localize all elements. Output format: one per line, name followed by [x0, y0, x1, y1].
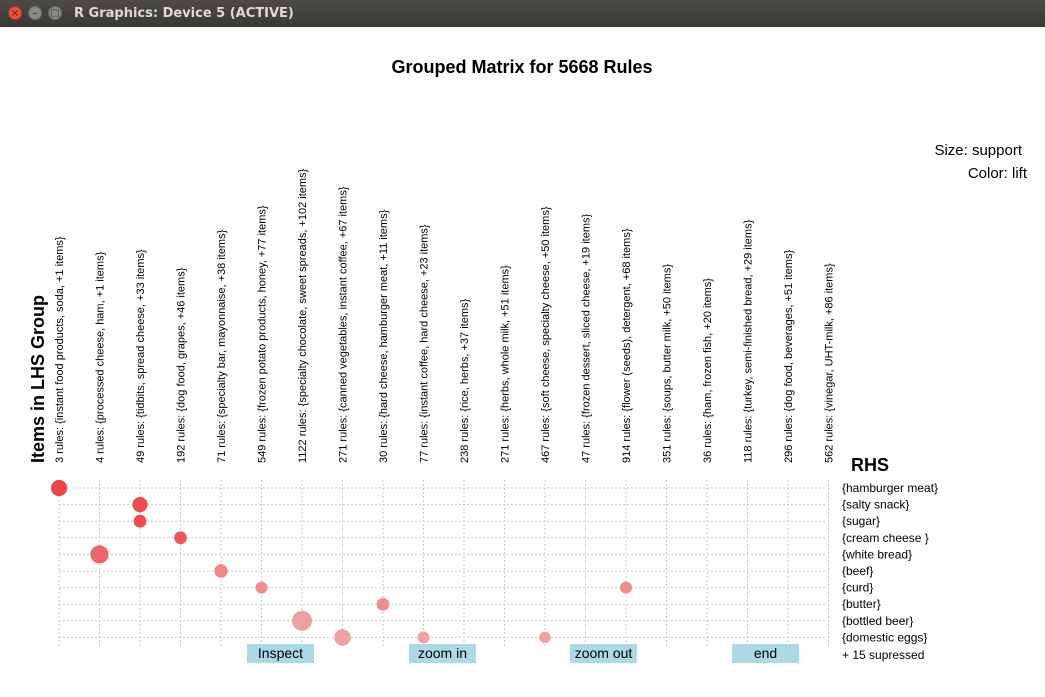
lhs-group-label: 467 rules: {soft cheese, specialty chees…: [540, 206, 552, 463]
y-axis-title: RHS: [851, 455, 889, 475]
lhs-group-label: 351 rules: {soups, butter milk, +50 item…: [662, 264, 674, 463]
lhs-group-label: 271 rules: {herbs, whole milk, +51 items…: [500, 265, 512, 463]
lhs-group-label: 238 rules: {rice, herbs, +37 items}: [459, 299, 471, 463]
lhs-group-label: 1122 rules: {specialty chocolate, sweet …: [297, 168, 309, 463]
rule-point: [619, 581, 633, 594]
lhs-group-label: 30 rules: {hard cheese, hamburger meat, …: [378, 209, 390, 463]
lhs-group-label: 549 rules: {frozen potato products, hone…: [257, 205, 269, 463]
rule-point: [539, 631, 551, 644]
rhs-labels: {hamburger meat} {salty snack} {sugar} {cre…: [842, 481, 938, 644]
points: [50, 479, 633, 646]
rhs-item-label: {beef}: [842, 564, 873, 578]
zoom-in-button-bg[interactable]: [409, 644, 476, 663]
lhs-group-label: 4 rules: {processed cheese, ham, +1 item…: [95, 251, 107, 463]
lhs-group-label: 36 rules: {ham, frozen fish, +20 items}: [702, 278, 714, 463]
rule-point: [174, 531, 187, 545]
size-legend: Size: support: [934, 142, 1022, 159]
grouped-matrix-chart: Grouped Matrix for 5668 Rules Size: supp…: [28, 57, 1028, 663]
rhs-item-label: {bottled beer}: [842, 614, 913, 628]
rule-point: [376, 597, 390, 611]
end-button[interactable]: end: [732, 644, 799, 663]
lhs-group-label: 271 rules: {canned vegetables, instant c…: [338, 186, 350, 463]
window-title: R Graphics: Device 5 (ACTIVE): [74, 6, 294, 21]
lhs-labels: 3 rules: {instant food products, soda, +…: [54, 168, 836, 463]
chart-title: Grouped Matrix for 5668 Rules: [391, 57, 652, 77]
rhs-item-label: {curd}: [842, 581, 873, 595]
rhs-item-label: {salty snack}: [842, 498, 909, 512]
rule-point: [90, 545, 109, 564]
inspect-button[interactable]: Inspect: [247, 644, 314, 663]
zoom-in-button[interactable]: zoom in: [409, 644, 476, 663]
lhs-group-label: 49 rules: {tidbits, spread cheese, +33 i…: [135, 249, 147, 463]
maximize-icon[interactable]: □: [48, 6, 62, 20]
inspect-button-bg[interactable]: [247, 644, 314, 663]
window-titlebar: × – □ R Graphics: Device 5 (ACTIVE): [0, 0, 1045, 27]
rhs-item-label: {butter}: [842, 597, 881, 611]
lhs-group-label: 118 rules: {turkey, semi-finished bread,…: [743, 219, 755, 463]
end-button-label[interactable]: end: [754, 645, 777, 661]
rhs-item-label: {domestic eggs}: [842, 630, 927, 644]
rule-point: [50, 479, 68, 497]
suppressed-note: + 15 supressed: [842, 648, 924, 662]
rule-point: [334, 629, 351, 646]
zoom-in-button-label[interactable]: zoom in: [418, 645, 467, 661]
grid: [58, 480, 829, 647]
lhs-group-label: 562 rules: {vinegar, UHT-milk, +86 items…: [824, 263, 836, 463]
rule-point: [292, 610, 312, 631]
rhs-item-label: {white bread}: [842, 547, 912, 561]
lhs-group-label: 77 rules: {instant coffee, hard cheese, …: [419, 224, 431, 463]
zoom-out-button[interactable]: zoom out: [570, 644, 637, 663]
lhs-group-label: 71 rules: {specialty bar, mayonnaise, +3…: [216, 229, 228, 463]
minimize-icon[interactable]: –: [28, 6, 42, 20]
lhs-group-label: 192 rules: {dog food, grapes, +46 items}: [176, 267, 188, 463]
lhs-group-label: 914 rules: {flower (seeds), detergent, +…: [621, 228, 633, 463]
x-axis-title: Items in LHS Group: [28, 295, 48, 463]
button-row: Inspect zoom in zoom out end: [247, 644, 799, 663]
lhs-group-label: 47 rules: {frozen dessert, sliced cheese…: [581, 214, 593, 463]
rule-point: [132, 496, 148, 513]
rule-point: [417, 631, 430, 644]
end-button-bg[interactable]: [732, 644, 799, 663]
zoom-out-button-label[interactable]: zoom out: [575, 645, 633, 661]
lhs-group-label: 296 rules: {dog food, beverages, +51 ite…: [783, 250, 795, 463]
rhs-item-label: {sugar}: [842, 514, 880, 528]
rule-point: [133, 514, 147, 528]
lhs-group-label: 3 rules: {instant food products, soda, +…: [54, 236, 66, 463]
rhs-item-label: {hamburger meat}: [842, 481, 938, 495]
graphics-canvas: Grouped Matrix for 5668 Rules Size: supp…: [0, 27, 1045, 692]
rhs-item-label: {cream cheese }: [842, 531, 929, 545]
inspect-button-label[interactable]: Inspect: [258, 645, 303, 661]
rule-point: [214, 564, 228, 578]
color-legend: Color: lift: [968, 165, 1028, 182]
close-icon[interactable]: ×: [8, 6, 22, 20]
zoom-out-button-bg[interactable]: [570, 644, 637, 663]
rule-point: [255, 581, 268, 594]
